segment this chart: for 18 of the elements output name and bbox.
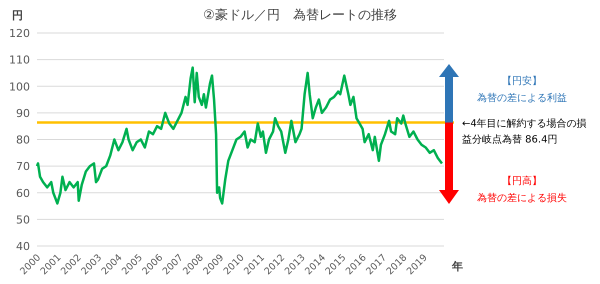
y-axis-title: 円 [12,9,23,22]
y-tick-label: 70 [16,160,30,174]
y-tick-label: 120 [9,27,30,40]
line-series [36,66,444,205]
ref-line-label: ←4年目に解約する場合の損益分岐点為替 86.4円 [462,117,587,146]
y-tick-label: 80 [16,134,30,146]
y-tick-label: 40 [16,240,30,253]
y-tick-label: 100 [9,80,30,94]
text: 為替の差による利益 [477,92,567,104]
y-tick-label: 90 [16,106,30,120]
y-tick-label: 110 [9,54,30,67]
y-tick-label: 60 [16,186,30,200]
text: 【円安】 [502,75,542,87]
y-tick-label: 50 [16,213,30,226]
text: 為替の差による損失 [477,192,567,204]
text: 【円高】 [502,175,542,187]
chart-title: ②豪ドル／円 為替レートの推移 [203,8,397,23]
x-axis-title: 年 [451,260,463,273]
